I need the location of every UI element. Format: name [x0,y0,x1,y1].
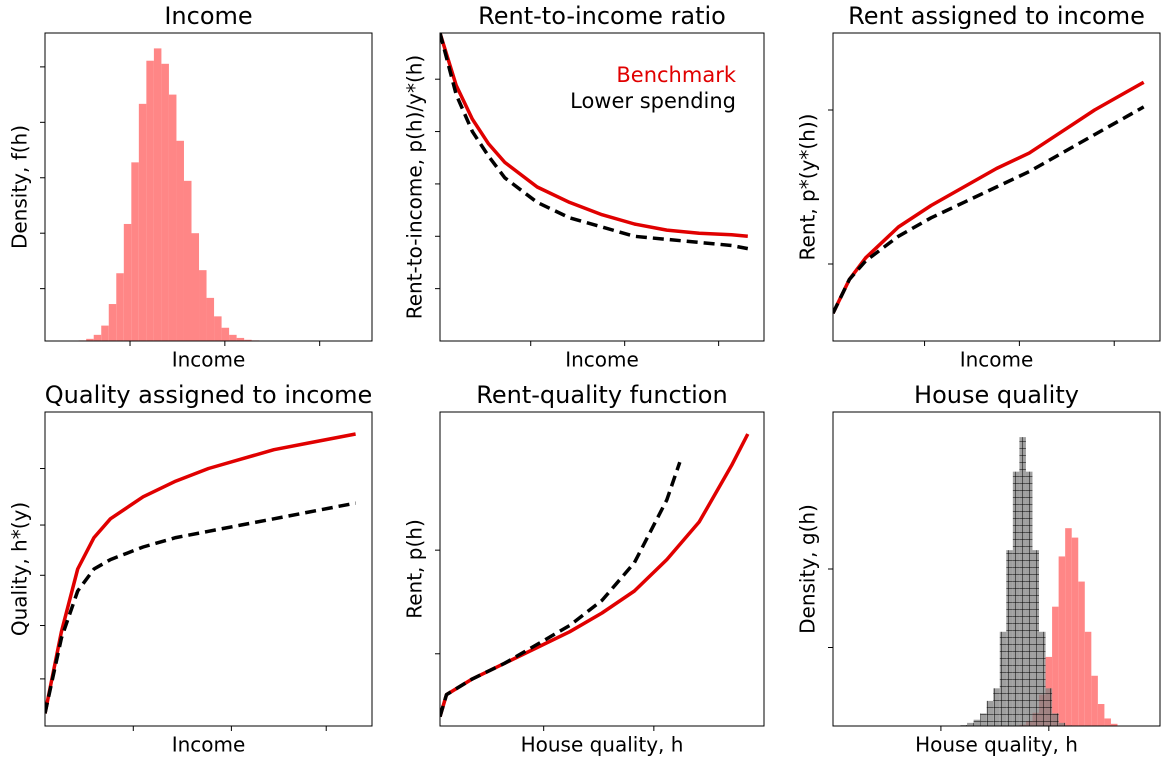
line-series [45,501,356,714]
histogram-bar [86,338,94,341]
histogram-bar [1025,471,1033,726]
histogram-bar [1019,437,1026,726]
line-series [833,105,1145,315]
subplot-title: Rent-to-income ratio [478,2,726,30]
histogram-bar [116,273,124,341]
histogram-bar [1012,471,1020,726]
y-axis-label: Density, f(h) [8,125,32,249]
histogram-bar [161,63,169,341]
subplot: Rent assigned to income Income Rent, p*(y*… [796,2,1161,372]
histogram-bar [1032,550,1040,726]
x-axis-label: Income [960,348,1034,372]
histogram-bar [138,103,147,341]
line-series [833,80,1145,315]
histogram-bar [999,631,1007,726]
subplot-title: Rent-quality function [476,381,727,409]
histogram-bar [191,233,200,341]
plot-area [78,48,267,341]
histogram-bar [1045,688,1053,726]
histogram-bar [986,700,994,726]
histogram-bar [176,140,184,341]
x-axis-label: Income [172,733,246,757]
subplot-title: Income [164,2,252,30]
subplot: House quality House quality, h Density, g(… [796,381,1161,757]
y-axis-label: Quality, h*(y) [8,502,32,636]
histogram-bar [93,334,102,341]
plot-area [833,80,1145,315]
histogram-bar [221,327,230,341]
y-axis-label: Rent, p(h) [403,519,427,619]
histogram-bar [168,94,177,341]
plot-area [45,432,356,714]
axes-frame [44,32,373,342]
plot-area [440,33,749,251]
subplot: Quality assigned to income Income Quality,… [8,381,373,757]
subplot-title: Rent assigned to income [848,2,1145,30]
histogram-bar [123,223,132,341]
axes-frame [44,411,373,727]
x-axis-label: Income [565,348,639,372]
y-axis-label: Density, g(h) [796,504,820,634]
histogram-bar [973,719,981,726]
histogram-bar [1065,528,1072,726]
histogram-bar [1058,722,1066,726]
histogram-bar [1052,606,1059,726]
histogram-bar [1058,556,1066,726]
subplot: Income Income Density, f(h) [8,2,373,372]
histogram-bar [229,334,237,341]
histogram-bar [131,162,139,341]
histogram-bar [1039,631,1046,726]
histogram-bar [236,337,245,341]
histogram-bar [1052,713,1059,726]
legend-label: Lower spending [570,89,736,113]
plot-area [960,437,1118,726]
axes-frame [832,411,1161,727]
x-axis-label: House quality, h [915,733,1078,757]
histogram-bar [199,270,207,341]
line-series [440,33,749,251]
line-series [440,433,750,718]
axes-frame [832,32,1161,342]
y-axis-label: Rent-to-income, p(h)/y*(h) [403,55,427,320]
histogram-bar [993,688,1000,726]
x-axis-label: Income [172,348,246,372]
subplot: Rent-quality function House quality, h Ren… [403,381,765,757]
axes-frame [439,32,765,342]
line-series [440,461,682,718]
line-series [440,33,748,239]
histogram-bar [153,48,162,341]
histogram-bar [206,297,215,341]
histogram-bar [1097,704,1105,726]
histogram-bar [1071,537,1079,726]
histogram-bar [1084,631,1092,726]
subplot-title: Quality assigned to income [45,381,372,409]
histogram-bar [967,722,974,726]
histogram-bar [108,304,117,341]
histogram-bar [980,713,987,726]
histogram-bar [1006,550,1013,726]
histogram-bar [1078,581,1085,726]
line-series [45,432,356,714]
axes-frame [439,411,765,727]
histogram-bar [1110,723,1118,726]
plot-area [440,433,750,718]
histogram-bar [146,60,154,341]
histogram-bar [1091,675,1098,726]
subplot-title: House quality [914,381,1079,409]
histogram-bar [183,180,192,341]
legend-label: Benchmark [616,63,736,87]
subplot: Rent-to-income ratio Income Rent-to-income… [403,2,765,372]
histogram-bar [244,339,252,341]
histogram-bar [214,316,222,341]
histogram-bar [1104,718,1111,726]
histogram-bar [101,325,109,341]
x-axis-label: House quality, h [521,733,684,757]
y-axis-label: Rent, p*(y*(h)) [796,114,820,261]
